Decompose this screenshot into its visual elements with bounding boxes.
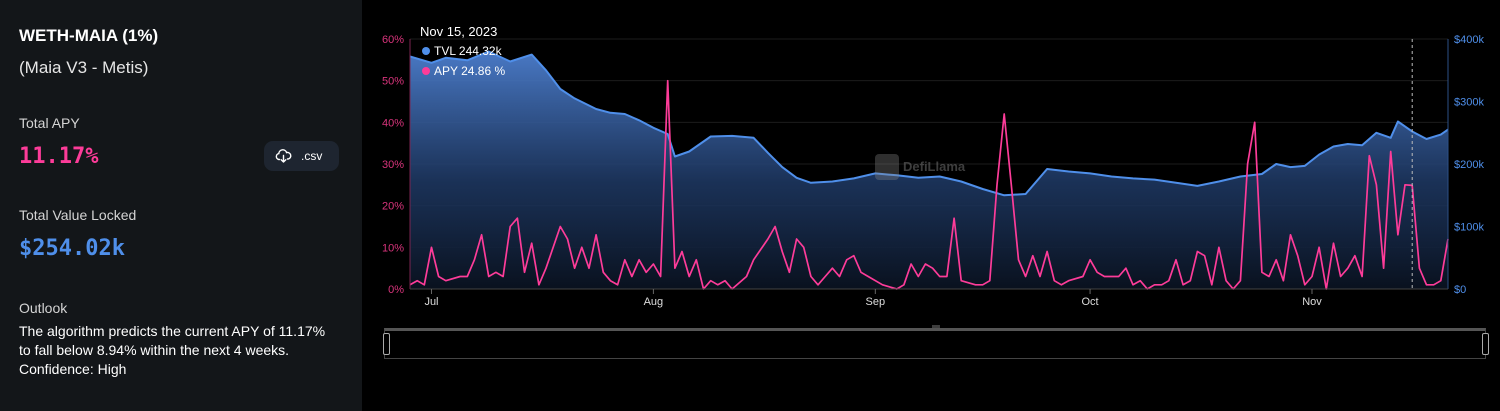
- cloud-download-icon: [275, 149, 292, 163]
- total-apy-label: Total APY: [19, 115, 80, 131]
- y-right-tick-label: $0: [1454, 284, 1466, 296]
- date-range-slider[interactable]: [383, 324, 1489, 360]
- y-right-tick-label: $200k: [1454, 159, 1484, 171]
- total-apy-value: 11.17%: [19, 144, 99, 169]
- csv-download-button[interactable]: .csv: [264, 141, 339, 171]
- outlook-text: The algorithm predicts the current APY o…: [19, 323, 326, 377]
- y-left-tick-label: 20%: [382, 201, 404, 213]
- y-right-tick-label: $400k: [1454, 34, 1484, 46]
- pool-title: WETH-MAIA (1%): [19, 26, 159, 45]
- y-left-tick-label: 50%: [382, 76, 404, 88]
- x-tick-label: Oct: [1082, 296, 1099, 308]
- range-grip-icon: [932, 324, 940, 329]
- tvl-series-line: [409, 50, 1449, 197]
- y-right-tick-label: $100k: [1454, 222, 1484, 234]
- y-right-tick-label: $300k: [1454, 97, 1484, 109]
- y-left-tick-label: 0%: [388, 284, 404, 296]
- range-slider-track[interactable]: [384, 328, 1486, 359]
- range-handle-right[interactable]: [1482, 333, 1489, 355]
- pool-subtitle: (Maia V3 - Metis): [19, 58, 149, 77]
- x-tick-label: Jul: [424, 296, 438, 308]
- y-left-tick-label: 40%: [382, 117, 404, 129]
- apy-series-line: [409, 79, 1449, 290]
- tvl-label: Total Value Locked: [19, 207, 137, 223]
- defillama-logo-icon: [875, 154, 899, 180]
- tooltip-apy-marker: [422, 67, 430, 75]
- x-tick-label: Nov: [1302, 296, 1322, 308]
- tooltip-tvl-marker: [422, 47, 430, 55]
- tooltip-tvl: TVL 244.32k: [434, 44, 503, 58]
- watermark-text: DefiLlama: [903, 159, 966, 174]
- y-left-tick-label: 60%: [382, 34, 404, 46]
- tvl-value: $254.02k: [19, 236, 125, 261]
- tooltip-date: Nov 15, 2023: [420, 24, 497, 39]
- y-left-tick-label: 10%: [382, 242, 404, 254]
- csv-button-label: .csv: [301, 149, 323, 163]
- tvl-area: [410, 51, 1448, 289]
- outlook-label: Outlook: [19, 300, 68, 316]
- tooltip-apy: APY 24.86 %: [434, 64, 505, 78]
- x-tick-label: Aug: [644, 296, 664, 308]
- x-tick-label: Sep: [866, 296, 886, 308]
- y-left-tick-label: 30%: [382, 159, 404, 171]
- apy-tvl-chart[interactable]: 0% 10% 20% 30% 40% 50% 60% $0 $100k $200k $300k $40…: [362, 0, 1500, 320]
- range-handle-left[interactable]: [383, 333, 390, 355]
- pool-info-panel: WETH-MAIA (1%) (Maia V3 - Metis) Total A…: [0, 0, 362, 411]
